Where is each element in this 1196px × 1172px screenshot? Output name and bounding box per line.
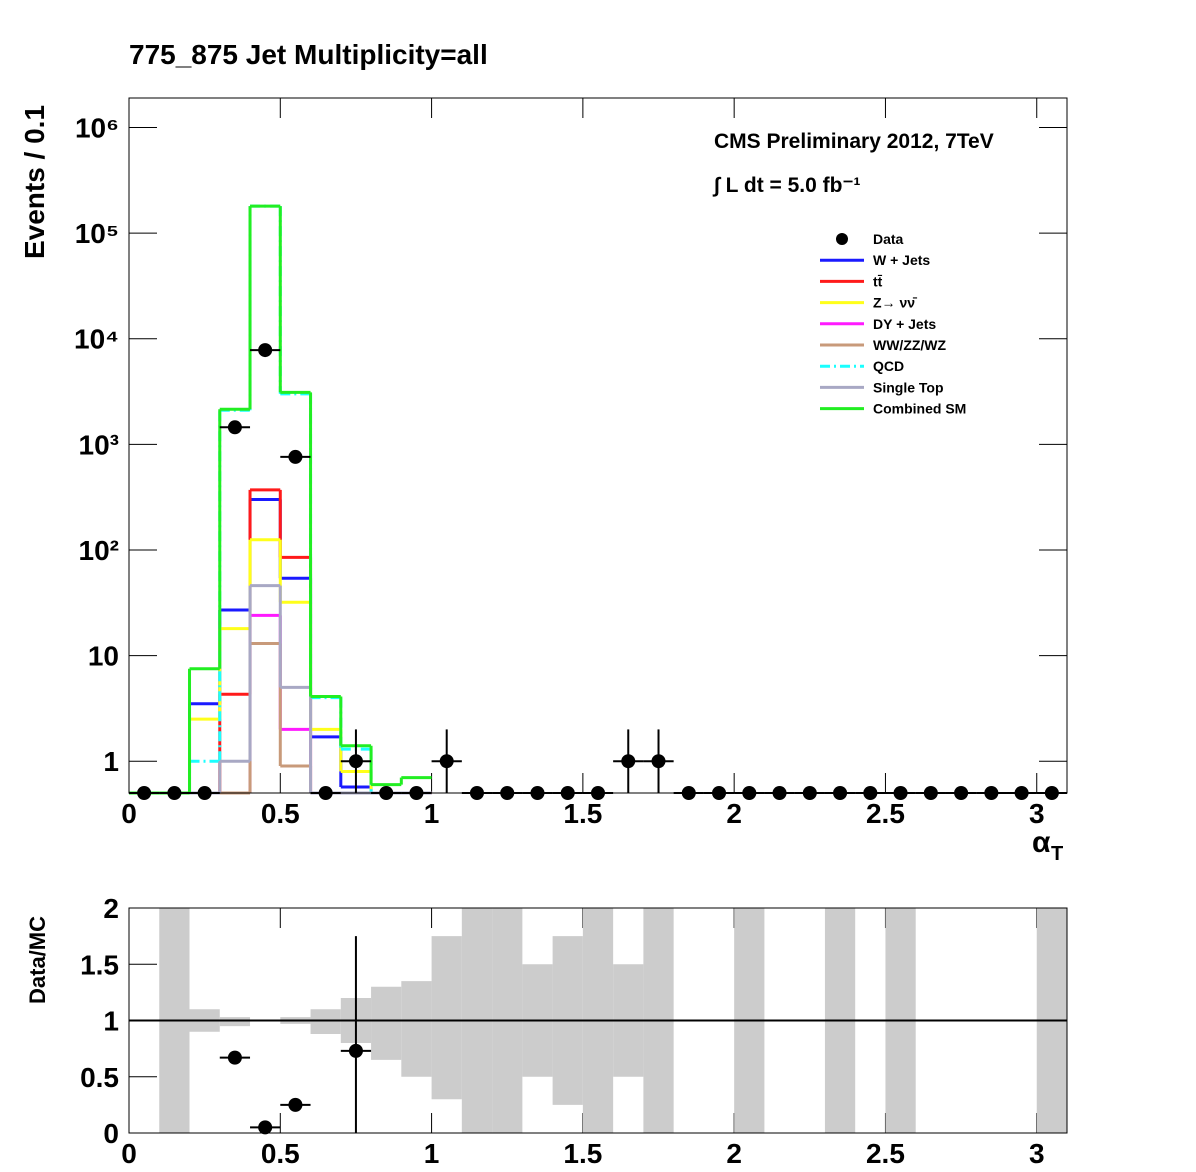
data-point bbox=[227, 420, 242, 435]
legend-label: DY + Jets bbox=[873, 316, 936, 332]
y-axis-label: Events / 0.1 bbox=[19, 105, 50, 259]
y-tick-label: 0.5 bbox=[80, 1062, 119, 1093]
y-tick-label: 10⁶ bbox=[75, 112, 119, 143]
uncertainty-band bbox=[431, 936, 462, 1100]
x-tick-label: 3 bbox=[1029, 798, 1045, 829]
legend-label: Combined SM bbox=[873, 401, 966, 417]
legend-label: QCD bbox=[873, 358, 904, 374]
uncertainty-band bbox=[371, 986, 402, 1060]
uncertainty-band bbox=[219, 1017, 251, 1027]
plot-frame bbox=[128, 907, 1068, 1134]
y-tick-label: 1 bbox=[103, 746, 119, 777]
data-point bbox=[288, 1097, 303, 1112]
data-point bbox=[227, 1050, 242, 1065]
legend-label: W + Jets bbox=[873, 252, 930, 268]
data-point bbox=[258, 1120, 273, 1135]
data-point bbox=[288, 449, 303, 464]
uncertainty-band bbox=[310, 1009, 341, 1034]
ratio-y-axis-label: Data/MC bbox=[25, 916, 50, 1004]
y-tick-label: 10² bbox=[79, 535, 119, 566]
plot-frame bbox=[128, 97, 1068, 794]
legend-label: tt̄ bbox=[873, 273, 883, 289]
x-tick-label: 0 bbox=[121, 798, 137, 829]
x-tick-label: 1 bbox=[424, 1138, 440, 1169]
legend-label: Z→ νν̄ bbox=[873, 295, 918, 311]
x-tick-label: 2 bbox=[726, 798, 742, 829]
x-tick-label: 3 bbox=[1029, 1138, 1045, 1169]
x-tick-label: 1.5 bbox=[563, 798, 602, 829]
legend-marker bbox=[836, 233, 848, 245]
data-point bbox=[348, 1043, 363, 1058]
x-axis-label-sub: T bbox=[1051, 843, 1063, 865]
x-tick-label: 2.5 bbox=[866, 798, 905, 829]
y-tick-label: 10³ bbox=[79, 429, 119, 460]
data-point bbox=[651, 754, 666, 769]
y-tick-label: 10 bbox=[88, 641, 119, 672]
x-axis-label: α bbox=[1032, 826, 1051, 859]
legend-label: WW/ZZ/WZ bbox=[873, 337, 947, 353]
y-tick-label: 1 bbox=[103, 1006, 119, 1037]
chart-title: 775_875 Jet Multiplicity=all bbox=[129, 39, 488, 70]
y-tick-label: 2 bbox=[103, 893, 119, 924]
annotation: ∫ L dt = 5.0 fb⁻¹ bbox=[712, 174, 861, 197]
x-tick-label: 1 bbox=[424, 798, 440, 829]
y-tick-label: 1.5 bbox=[80, 949, 119, 980]
data-point bbox=[348, 754, 363, 769]
legend-label: Single Top bbox=[873, 379, 944, 395]
x-tick-label: 0.5 bbox=[261, 798, 300, 829]
x-tick-label: 0.5 bbox=[261, 1138, 300, 1169]
y-tick-label: 10⁵ bbox=[75, 218, 119, 249]
data-point bbox=[439, 754, 454, 769]
uncertainty-band bbox=[401, 981, 432, 1077]
x-tick-label: 0 bbox=[121, 1138, 137, 1169]
y-tick-label: 0 bbox=[103, 1118, 119, 1149]
x-tick-label: 2 bbox=[726, 1138, 742, 1169]
y-tick-label: 10⁴ bbox=[74, 324, 119, 355]
x-tick-label: 2.5 bbox=[866, 1138, 905, 1169]
legend-label: Data bbox=[873, 231, 904, 247]
annotation: CMS Preliminary 2012, 7TeV bbox=[714, 130, 994, 153]
data-point bbox=[258, 343, 273, 358]
data-point bbox=[621, 754, 636, 769]
x-tick-label: 1.5 bbox=[563, 1138, 602, 1169]
